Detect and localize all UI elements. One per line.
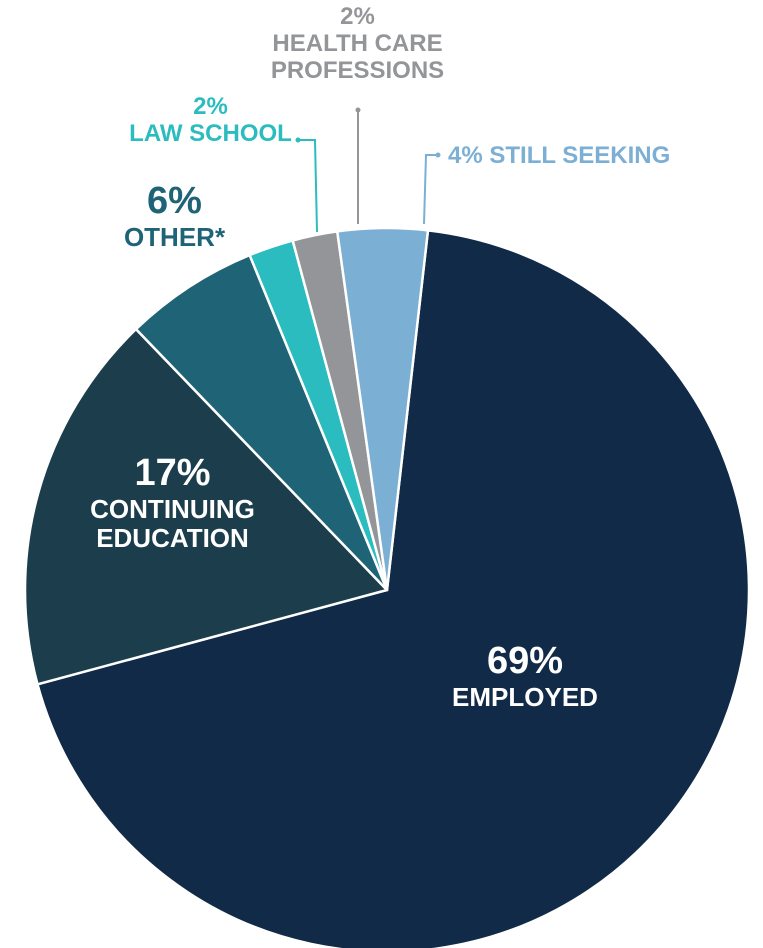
label-continuing-percent: 17% <box>134 452 211 494</box>
label-other: 6% OTHER* <box>102 180 247 252</box>
label-employed-percent: 69% <box>486 640 564 682</box>
label-health-name-2: PROFESSIONS <box>270 56 445 84</box>
pie-slice-other <box>134 253 389 592</box>
label-other-name: OTHER* <box>123 221 226 252</box>
label-law-school: 2% LAW SCHOOL <box>118 93 303 148</box>
label-seeking-name: STILL SEEKING <box>489 142 671 169</box>
leader-law-school-dot <box>295 137 301 143</box>
leader-law-school <box>298 139 318 233</box>
label-other-percent: 6% <box>147 180 202 222</box>
leader-still-seeking <box>423 154 438 225</box>
label-seeking-percent: 4% <box>448 142 483 169</box>
pie-slice-employed <box>36 229 751 948</box>
pie-slice-still-seeking <box>336 226 430 592</box>
label-continuing-name-1: CONTINUING <box>90 493 255 524</box>
label-health-percent: 2% <box>340 3 375 30</box>
label-still-seeking: 4% STILL SEEKING <box>448 142 671 170</box>
label-employed: 69% EMPLOYED <box>420 640 630 712</box>
pie-slice-continuing-education <box>23 327 389 686</box>
label-health-name-1: HEALTH CARE <box>272 29 443 57</box>
label-continuing-name-2: EDUCATION <box>96 522 249 553</box>
label-employed-name: EMPLOYED <box>452 681 598 712</box>
label-health-care: 2% HEALTH CARE PROFESSIONS <box>250 3 465 85</box>
label-continuing-education: 17% CONTINUING EDUCATION <box>60 452 285 553</box>
leader-health-care-dot <box>355 107 361 113</box>
leader-still-seeking-dot <box>435 152 441 158</box>
label-law-percent: 2% <box>193 93 228 120</box>
label-law-name: LAW SCHOOL <box>129 119 292 147</box>
